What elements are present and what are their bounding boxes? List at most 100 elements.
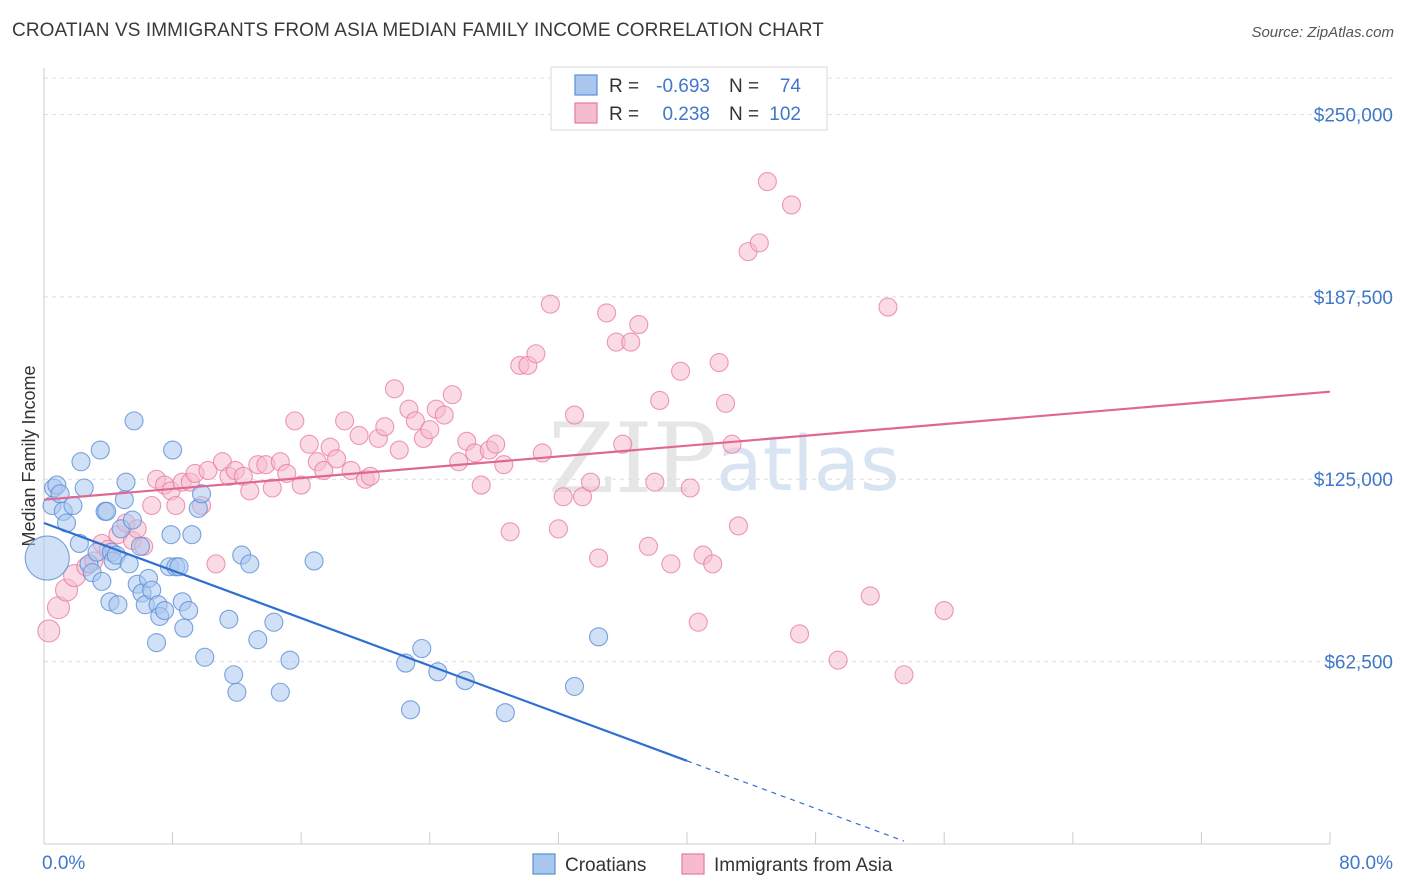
point-croatians-66 (495, 703, 515, 723)
series-croatians (24, 411, 609, 723)
stats-legend-swatch-asia (574, 102, 598, 124)
point-asia-48 (384, 379, 404, 399)
chart-title: CROATIAN VS IMMIGRANTS FROM ASIA MEDIAN … (12, 20, 824, 41)
point-asia-23 (206, 554, 226, 574)
point-asia-56 (442, 385, 462, 405)
stats-legend-swatch-croatians (574, 74, 598, 96)
legend-r-value-2: 0.238 (662, 104, 710, 125)
y-tick-label-0: $62,500 (1324, 653, 1393, 674)
point-croatians-60 (304, 551, 324, 571)
point-croatians-25 (116, 472, 136, 492)
point-asia-53 (420, 420, 440, 440)
point-croatians-0 (24, 535, 70, 581)
legend-n-label-2: N = (729, 104, 759, 125)
legend-n-value-1: 74 (780, 76, 802, 97)
point-asia-93 (728, 516, 748, 536)
point-asia-28 (240, 481, 260, 501)
point-croatians-8 (69, 533, 89, 553)
x-tick-label-0: 0.0% (42, 853, 85, 874)
point-asia-72 (564, 405, 585, 425)
point-asia-49 (389, 440, 409, 460)
point-croatians-50 (195, 647, 215, 667)
point-croatians-68 (589, 627, 609, 647)
point-croatians-46 (179, 601, 199, 621)
point-asia-95 (749, 233, 769, 253)
y-tick-labels: $62,500 $125,000 $187,500 $250,000 (1314, 105, 1393, 673)
legend-r-value-1: -0.693 (656, 76, 710, 97)
point-asia-70 (548, 519, 568, 539)
y-tick-label-3: $250,000 (1314, 105, 1393, 126)
y-tick-label-2: $187,500 (1314, 288, 1393, 309)
point-asia-80 (629, 315, 649, 335)
trend-lines (43, 390, 1331, 842)
point-asia-34 (285, 411, 305, 431)
point-asia-51 (405, 411, 425, 431)
point-asia-87 (688, 612, 708, 632)
point-asia-92 (722, 434, 742, 454)
point-asia-103 (934, 601, 954, 621)
point-croatians-45 (174, 618, 194, 638)
point-asia-83 (650, 390, 670, 410)
point-asia-91 (716, 393, 736, 413)
point-asia-17 (166, 495, 186, 516)
point-croatians-7 (63, 495, 83, 516)
point-asia-86 (680, 478, 700, 498)
legend-r-label-2: R = (609, 104, 639, 125)
legend-label-asia: Immigrants from Asia (714, 855, 893, 876)
point-asia-89 (703, 554, 723, 574)
legend-n-value-2: 102 (769, 104, 801, 125)
point-asia-97 (781, 195, 802, 215)
trend-line-croatians (43, 521, 688, 762)
point-croatians-49 (191, 484, 212, 504)
x-tick-label-1: 80.0% (1339, 853, 1393, 874)
point-asia-60 (471, 475, 491, 495)
point-croatians-17 (97, 501, 117, 521)
point-asia-101 (878, 297, 898, 317)
point-croatians-40 (161, 525, 181, 545)
point-croatians-59 (280, 650, 300, 670)
point-asia-13 (142, 495, 162, 516)
point-asia-71 (553, 487, 573, 507)
point-asia-90 (709, 352, 729, 373)
y-axis-label: Median Family Income (19, 365, 39, 546)
point-asia-78 (613, 434, 633, 454)
point-croatians-27 (122, 510, 142, 530)
point-asia-98 (789, 624, 810, 644)
point-asia-99 (828, 650, 848, 670)
point-croatians-52 (224, 665, 244, 685)
point-croatians-14 (90, 440, 110, 460)
point-asia-57 (449, 452, 469, 472)
x-tick-labels: 0.0% 80.0% (42, 853, 1393, 874)
point-asia-35 (291, 475, 311, 495)
point-asia-0 (37, 619, 61, 643)
point-croatians-47 (182, 525, 202, 545)
legend-label-croatians: Croatians (565, 855, 646, 876)
legend-n-label-1: N = (729, 76, 759, 97)
point-asia-40 (327, 449, 347, 469)
point-croatians-53 (227, 682, 247, 702)
point-asia-73 (572, 487, 593, 507)
legend-swatch-asia (681, 853, 705, 875)
point-asia-36 (299, 434, 319, 454)
stats-legend: R = -0.693 N = 74 R = 0.238 N = 102 (550, 66, 828, 131)
point-asia-22 (198, 460, 218, 481)
point-asia-76 (597, 303, 617, 323)
point-croatians-56 (248, 630, 268, 650)
point-croatians-9 (71, 452, 91, 472)
point-asia-41 (335, 411, 355, 431)
source-label: Source: ZipAtlas.com (1251, 24, 1394, 41)
point-croatians-62 (400, 700, 421, 720)
point-asia-75 (589, 548, 609, 568)
point-croatians-55 (240, 554, 260, 574)
point-croatians-58 (270, 682, 290, 702)
point-croatians-22 (108, 595, 128, 615)
point-croatians-67 (564, 676, 585, 696)
series-immigrants-from-asia (37, 172, 954, 685)
legend-swatch-croatians (532, 853, 556, 875)
point-asia-81 (638, 536, 658, 556)
point-asia-47 (375, 417, 395, 437)
legend-r-label-1: R = (609, 76, 639, 97)
point-croatians-38 (155, 601, 175, 621)
point-asia-62 (486, 434, 506, 454)
